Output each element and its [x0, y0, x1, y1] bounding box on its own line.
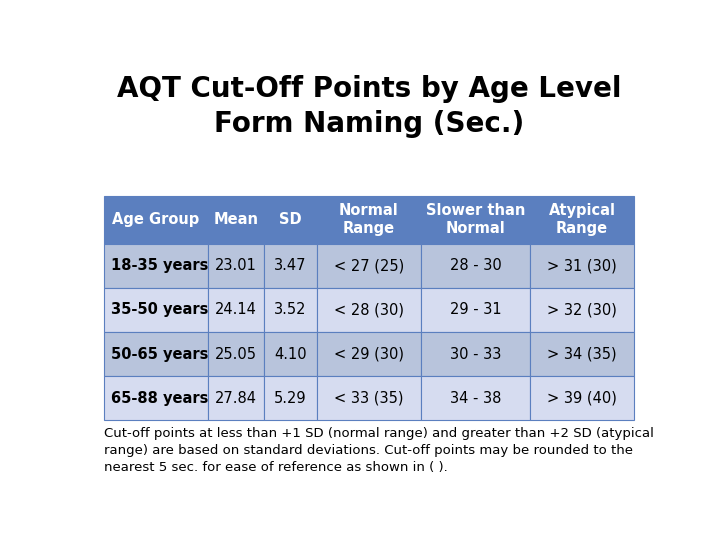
Text: > 39 (40): > 39 (40) [547, 391, 617, 406]
Text: Slower than
Normal: Slower than Normal [426, 204, 526, 236]
Text: 27.84: 27.84 [215, 391, 257, 406]
FancyBboxPatch shape [530, 196, 634, 244]
Text: 4.10: 4.10 [274, 347, 307, 362]
FancyBboxPatch shape [208, 332, 264, 376]
Text: AQT Cut-Off Points by Age Level
Form Naming (Sec.): AQT Cut-Off Points by Age Level Form Nam… [117, 75, 621, 138]
Text: 3.47: 3.47 [274, 258, 307, 273]
Text: 35-50 years: 35-50 years [111, 302, 208, 318]
Text: < 29 (30): < 29 (30) [334, 347, 404, 362]
FancyBboxPatch shape [317, 196, 421, 244]
FancyBboxPatch shape [317, 332, 421, 376]
Text: Atypical
Range: Atypical Range [549, 204, 616, 236]
FancyBboxPatch shape [317, 376, 421, 420]
FancyBboxPatch shape [264, 288, 317, 332]
FancyBboxPatch shape [317, 244, 421, 288]
Text: Age Group: Age Group [112, 212, 199, 227]
Text: > 32 (30): > 32 (30) [547, 302, 617, 318]
FancyBboxPatch shape [104, 196, 208, 244]
Text: 23.01: 23.01 [215, 258, 257, 273]
FancyBboxPatch shape [104, 244, 208, 288]
Text: Mean: Mean [213, 212, 258, 227]
Text: Normal
Range: Normal Range [339, 204, 399, 236]
Text: > 31 (30): > 31 (30) [547, 258, 617, 273]
FancyBboxPatch shape [421, 332, 530, 376]
FancyBboxPatch shape [104, 288, 208, 332]
Text: Cut-off points at less than +1 SD (normal range) and greater than +2 SD (atypica: Cut-off points at less than +1 SD (norma… [104, 427, 654, 474]
FancyBboxPatch shape [264, 244, 317, 288]
Text: SD: SD [279, 212, 302, 227]
FancyBboxPatch shape [530, 244, 634, 288]
FancyBboxPatch shape [208, 196, 264, 244]
Text: 34 - 38: 34 - 38 [450, 391, 501, 406]
FancyBboxPatch shape [530, 376, 634, 420]
Text: 25.05: 25.05 [215, 347, 257, 362]
FancyBboxPatch shape [264, 376, 317, 420]
FancyBboxPatch shape [530, 288, 634, 332]
Text: 65-88 years: 65-88 years [111, 391, 208, 406]
Text: 29 - 31: 29 - 31 [450, 302, 501, 318]
Text: < 33 (35): < 33 (35) [334, 391, 404, 406]
FancyBboxPatch shape [421, 196, 530, 244]
Text: 18-35 years: 18-35 years [111, 258, 208, 273]
FancyBboxPatch shape [421, 244, 530, 288]
FancyBboxPatch shape [208, 288, 264, 332]
FancyBboxPatch shape [264, 332, 317, 376]
FancyBboxPatch shape [208, 244, 264, 288]
FancyBboxPatch shape [104, 376, 208, 420]
Text: 30 - 33: 30 - 33 [450, 347, 501, 362]
Text: > 34 (35): > 34 (35) [547, 347, 617, 362]
FancyBboxPatch shape [208, 376, 264, 420]
Text: < 28 (30): < 28 (30) [334, 302, 404, 318]
FancyBboxPatch shape [421, 288, 530, 332]
Text: 50-65 years: 50-65 years [111, 347, 208, 362]
FancyBboxPatch shape [530, 332, 634, 376]
Text: < 27 (25): < 27 (25) [334, 258, 404, 273]
Text: 24.14: 24.14 [215, 302, 257, 318]
FancyBboxPatch shape [317, 288, 421, 332]
Text: 5.29: 5.29 [274, 391, 307, 406]
Text: 3.52: 3.52 [274, 302, 307, 318]
FancyBboxPatch shape [264, 196, 317, 244]
Text: 28 - 30: 28 - 30 [450, 258, 501, 273]
FancyBboxPatch shape [104, 332, 208, 376]
FancyBboxPatch shape [421, 376, 530, 420]
